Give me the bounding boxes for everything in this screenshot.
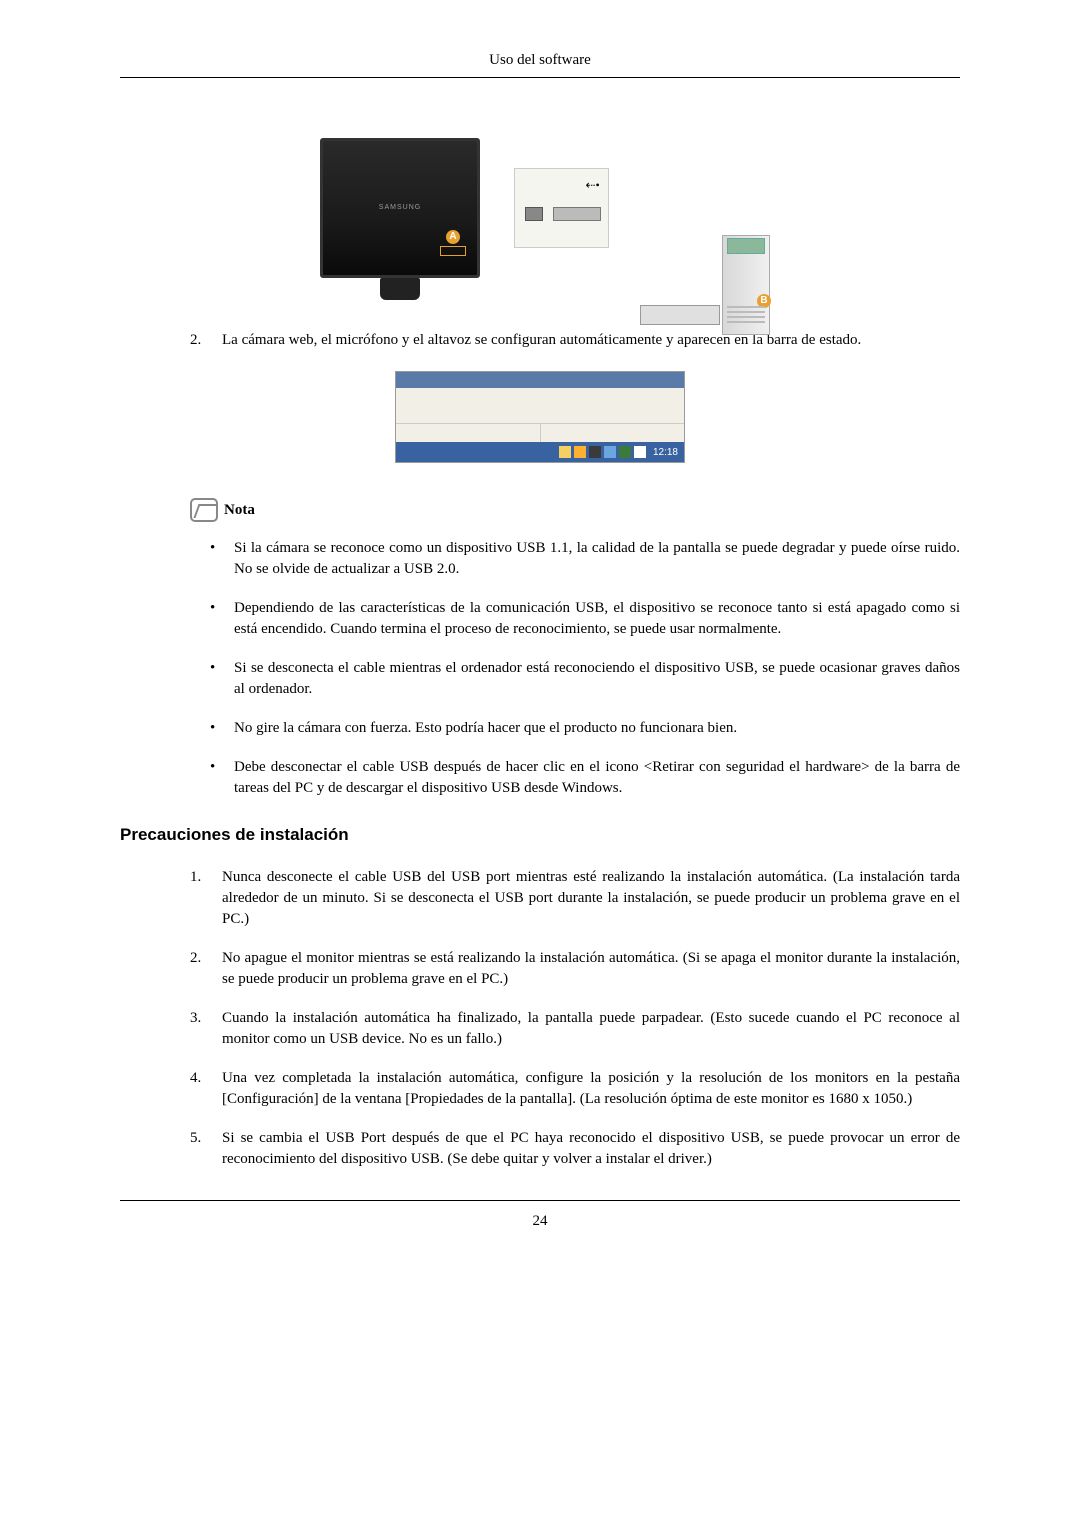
- usb-icon: ⇠•: [585, 177, 599, 194]
- bullet-icon: •: [210, 598, 234, 640]
- list-item: •Dependiendo de las características de l…: [210, 598, 960, 640]
- tray-icon: [559, 446, 571, 458]
- list-item: 2.No apague el monitor mientras se está …: [190, 948, 960, 990]
- bullet-icon: •: [210, 757, 234, 799]
- list-item: •Si la cámara se reconoce como un dispos…: [210, 538, 960, 580]
- tower-vents: [727, 303, 765, 326]
- bullet-text: Si se desconecta el cable mientras el or…: [234, 658, 960, 700]
- bullet-text: No gire la cámara con fuerza. Esto podrí…: [234, 718, 960, 739]
- page-number: 24: [533, 1213, 548, 1229]
- item-number: 3.: [190, 1008, 222, 1050]
- bullet-icon: •: [210, 658, 234, 700]
- system-tray: 12:18: [396, 442, 684, 462]
- port-a-highlight: [440, 246, 466, 256]
- item-number: 4.: [190, 1068, 222, 1110]
- item-text: Cuando la instalación automática ha fina…: [222, 1008, 960, 1050]
- list-item: 3.Cuando la instalación automática ha fi…: [190, 1008, 960, 1050]
- note-bullets: •Si la cámara se reconoce como un dispos…: [210, 538, 960, 799]
- item-text: Nunca desconecte el cable USB del USB po…: [222, 867, 960, 930]
- window-body: [396, 388, 684, 424]
- pc-back-ports: [640, 305, 720, 325]
- bullet-icon: •: [210, 538, 234, 580]
- list-item: •Debe desconectar el cable USB después d…: [210, 757, 960, 799]
- monitor-screen: [320, 138, 480, 278]
- section-heading: Precauciones de instalación: [120, 823, 960, 847]
- item-text: Una vez completada la instalación automá…: [222, 1068, 960, 1110]
- tray-icon: [574, 446, 586, 458]
- tray-icon: [589, 446, 601, 458]
- item-number: 1.: [190, 867, 222, 930]
- tray-clock: 12:18: [653, 447, 678, 458]
- bullet-text: Dependiendo de las características de la…: [234, 598, 960, 640]
- list-item: •No gire la cámara con fuerza. Esto podr…: [210, 718, 960, 739]
- list-item: •Si se desconecta el cable mientras el o…: [210, 658, 960, 700]
- usb-plug-graphic: [553, 207, 601, 221]
- list-item: 2. La cámara web, el micrófono y el alta…: [190, 330, 960, 351]
- tray-icon: [634, 446, 646, 458]
- badge-a: A: [446, 230, 460, 244]
- taskbar-figure: 12:18: [395, 371, 685, 463]
- pc-tower-graphic: B: [722, 235, 770, 335]
- connection-diagram: A ⇠• B: [320, 138, 760, 300]
- monitor-stand: [380, 278, 420, 300]
- step-list: 2. La cámara web, el micrófono y el alta…: [190, 330, 960, 351]
- list-item: 4.Una vez completada la instalación auto…: [190, 1068, 960, 1110]
- monitor-graphic: [320, 138, 480, 300]
- bullet-text: Si la cámara se reconoce como un disposi…: [234, 538, 960, 580]
- precautions-list: 1.Nunca desconecte el cable USB del USB …: [190, 867, 960, 1170]
- item-number: 2.: [190, 330, 222, 351]
- footer-rule: [120, 1200, 960, 1201]
- usb-port-graphic: [525, 207, 543, 221]
- usb-detail-panel: ⇠•: [514, 168, 609, 248]
- note-icon: [190, 498, 218, 522]
- item-number: 2.: [190, 948, 222, 990]
- list-item: 1.Nunca desconecte el cable USB del USB …: [190, 867, 960, 930]
- window-titlebar: [396, 372, 684, 388]
- page-header: Uso del software: [120, 50, 960, 71]
- item-text: No apague el monitor mientras se está re…: [222, 948, 960, 990]
- list-item: 5.Si se cambia el USB Port después de qu…: [190, 1128, 960, 1170]
- note-heading: Nota: [190, 498, 960, 522]
- bullet-text: Debe desconectar el cable USB después de…: [234, 757, 960, 799]
- item-text: Si se cambia el USB Port después de que …: [222, 1128, 960, 1170]
- tray-icon: [604, 446, 616, 458]
- window-body-row: [396, 424, 684, 442]
- bullet-icon: •: [210, 718, 234, 739]
- page-footer: 24: [120, 1200, 960, 1232]
- tray-icon: [619, 446, 631, 458]
- item-text: La cámara web, el micrófono y el altavoz…: [222, 330, 960, 351]
- note-label: Nota: [224, 500, 255, 521]
- item-number: 5.: [190, 1128, 222, 1170]
- header-rule: [120, 77, 960, 78]
